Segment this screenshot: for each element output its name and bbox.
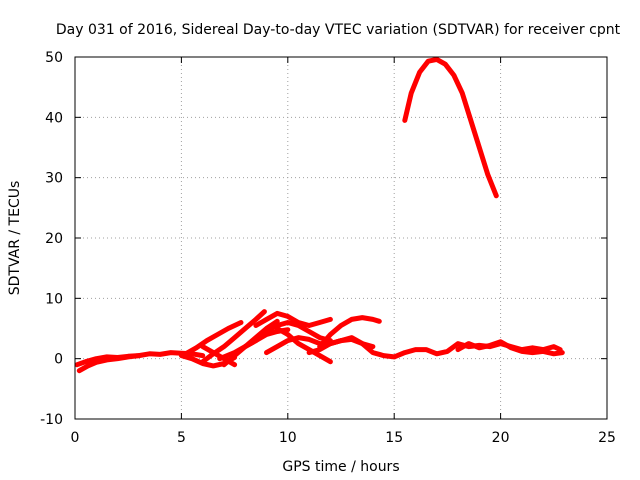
x-tick-label: 10 xyxy=(279,430,297,446)
series-arc-15 xyxy=(327,336,563,360)
series-arc-11 xyxy=(274,326,333,365)
series-arc-9 xyxy=(253,310,333,328)
chart-title: Day 031 of 2016, Sidereal Day-to-day VTE… xyxy=(56,22,621,38)
x-tick-label: 20 xyxy=(492,430,510,446)
x-tick-label: 15 xyxy=(385,430,403,446)
x-tick-label: 25 xyxy=(598,430,616,446)
series-arc-10 xyxy=(242,320,333,350)
y-tick-label: -10 xyxy=(40,412,63,428)
grid-layer xyxy=(75,57,607,419)
series-layer xyxy=(74,56,565,374)
x-tick-label: 5 xyxy=(177,430,186,446)
y-tick-label: 40 xyxy=(45,110,63,126)
tick-layer: 0 5 10 15 20 25 -10 0 10 20 30 40 50 xyxy=(40,50,616,446)
series-arc-4 xyxy=(183,320,244,357)
y-axis-label: SDTVAR / TECUs xyxy=(7,181,23,296)
x-tick-label: 0 xyxy=(71,430,80,446)
y-tick-label: 30 xyxy=(45,171,63,187)
x-axis-label: GPS time / hours xyxy=(282,459,399,475)
y-tick-label: 20 xyxy=(45,231,63,247)
series-arc-13 xyxy=(317,315,382,350)
series-arc-2 xyxy=(76,353,142,374)
series-arc-16 xyxy=(455,339,565,357)
y-tick-label: 0 xyxy=(54,352,63,368)
y-tick-label: 10 xyxy=(45,291,63,307)
series-arc-17 xyxy=(402,56,499,199)
y-tick-label: 50 xyxy=(45,50,63,66)
